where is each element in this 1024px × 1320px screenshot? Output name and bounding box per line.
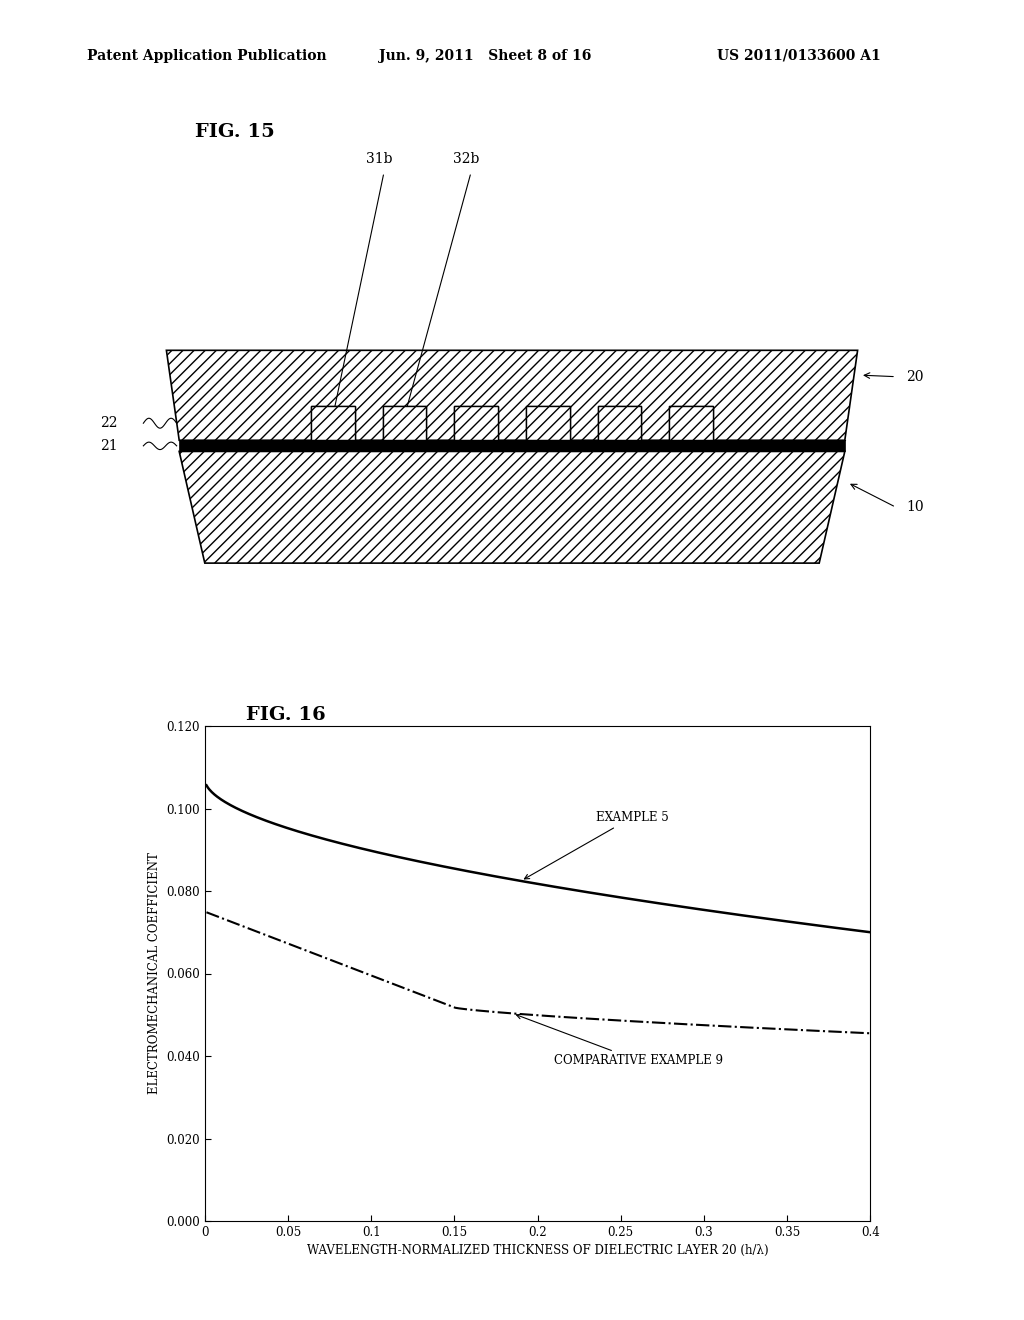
Bar [179,441,845,451]
Bar [598,407,641,441]
Text: COMPARATIVE EXAMPLE 9: COMPARATIVE EXAMPLE 9 [516,1014,723,1068]
Bar [455,407,498,441]
Y-axis label: ELECTROMECHANICAL COEFFICIENT: ELECTROMECHANICAL COEFFICIENT [147,853,161,1094]
Text: 32b: 32b [453,152,479,166]
Bar [455,407,498,441]
Bar [598,407,641,441]
Bar [311,407,354,441]
Text: 10: 10 [906,500,924,515]
Bar [526,407,569,441]
Text: 21: 21 [100,438,118,453]
Text: Patent Application Publication: Patent Application Publication [87,49,327,63]
Text: 31b: 31b [366,152,392,166]
Bar [670,407,713,441]
Polygon shape [166,350,858,441]
Text: EXAMPLE 5: EXAMPLE 5 [524,810,669,879]
Bar [526,407,569,441]
Text: FIG. 16: FIG. 16 [246,706,326,725]
Text: 20: 20 [906,370,924,384]
Bar [670,407,713,441]
Bar [383,407,426,441]
Text: US 2011/0133600 A1: US 2011/0133600 A1 [717,49,881,63]
Polygon shape [179,451,845,564]
Bar [311,407,354,441]
Text: FIG. 15: FIG. 15 [195,123,274,141]
X-axis label: WAVELENGTH-NORMALIZED THICKNESS OF DIELECTRIC LAYER 20 (h/λ): WAVELENGTH-NORMALIZED THICKNESS OF DIELE… [307,1245,768,1258]
Bar [383,407,426,441]
Text: Jun. 9, 2011   Sheet 8 of 16: Jun. 9, 2011 Sheet 8 of 16 [379,49,591,63]
Text: 22: 22 [100,416,118,430]
